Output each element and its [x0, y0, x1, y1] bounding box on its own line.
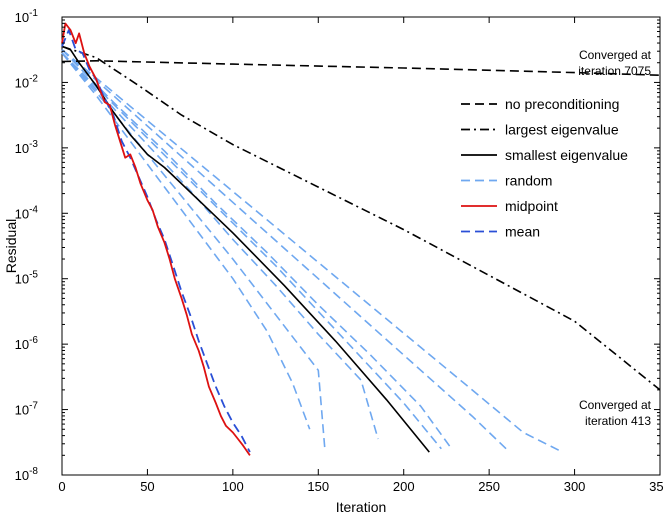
y-tick-label: 10-4	[15, 204, 39, 221]
series-line-midpoint-10	[61, 22, 251, 456]
series-line-random-3	[61, 52, 326, 453]
x-tick-label: 350	[649, 479, 664, 494]
annotation-text: Converged at	[579, 48, 652, 62]
y-tick-label: 10-5	[15, 270, 39, 287]
y-axis-label: Residual	[3, 219, 19, 273]
annotations: Converged at iteration 7075 Converged at it…	[578, 48, 651, 428]
x-tick-label: 50	[140, 479, 154, 494]
plot-area	[61, 16, 661, 476]
series-line-random-4	[61, 52, 379, 440]
legend-label-no-preconditioning: no preconditioning	[505, 96, 619, 112]
y-tick-label: 10-7	[15, 401, 39, 418]
x-tick-label: 150	[307, 479, 329, 494]
series-line-random-7	[61, 49, 563, 453]
series-line-random-9	[61, 52, 442, 450]
series-line-mean-11	[61, 29, 251, 453]
y-tick-label: 10-6	[15, 335, 39, 352]
legend-label-largest-eigenvalue: largest eigenvalue	[505, 122, 619, 138]
y-tick-label: 10-1	[15, 8, 39, 25]
annotation-text: iteration 7075	[578, 64, 651, 78]
annotation-text: iteration 413	[585, 414, 651, 428]
series-line-random-5	[61, 49, 453, 450]
x-tick-label: 250	[478, 479, 500, 494]
y-tick-label: 10-8	[15, 466, 39, 483]
series-line-no-preconditioning-0	[61, 59, 661, 76]
series-line-random-8	[61, 52, 311, 430]
x-axis-label: Iteration	[336, 499, 387, 515]
x-tick-label: 200	[393, 479, 415, 494]
x-tick-label: 300	[564, 479, 586, 494]
axis-ticks: 0 50 100 150 200 250 300 350 10-1 10-2 10-3 10-4 10-…	[15, 8, 664, 494]
plot-frame	[61, 16, 661, 476]
legend-label-midpoint: midpoint	[505, 198, 558, 214]
series-line-largest-eigenvalue-1	[61, 45, 661, 391]
series-line-random-6	[61, 49, 511, 453]
series-line-smallest-eigenvalue-2	[61, 45, 430, 453]
legend-label-random: random	[505, 173, 552, 189]
y-tick-label: 10-3	[15, 139, 39, 156]
x-tick-label: 0	[58, 479, 65, 494]
y-tick-label: 10-2	[15, 73, 39, 90]
x-tick-label: 100	[222, 479, 244, 494]
series-layer	[61, 22, 661, 456]
legend: no preconditioning largest eigenvalue smal…	[461, 96, 628, 240]
legend-label-smallest-eigenvalue: smallest eigenvalue	[505, 147, 628, 163]
annotation-text: Converged at	[579, 398, 652, 412]
legend-label-mean: mean	[505, 224, 540, 240]
